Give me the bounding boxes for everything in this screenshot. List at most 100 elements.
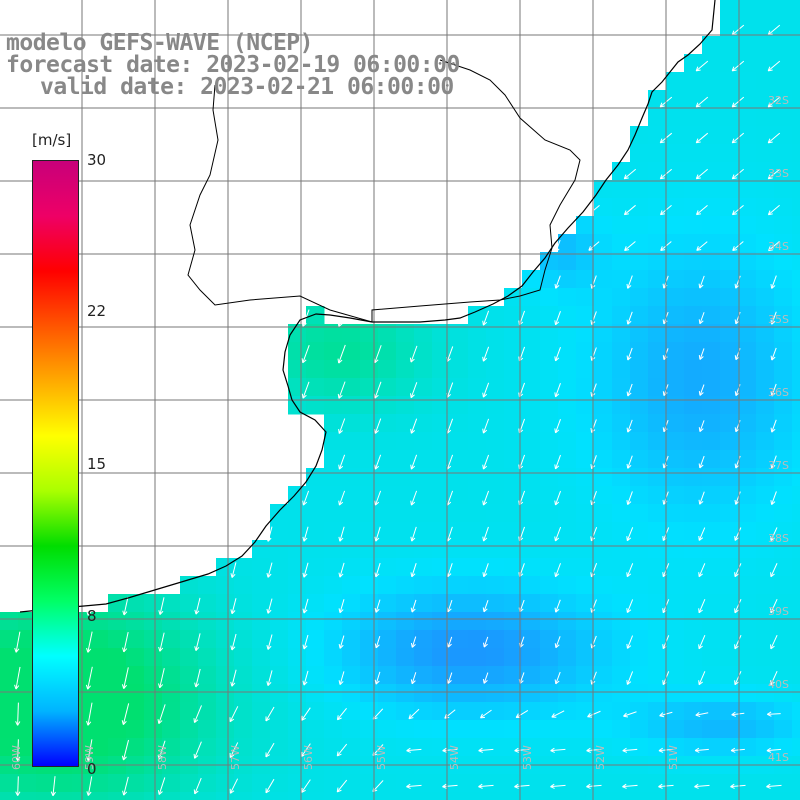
wind-cell	[540, 468, 559, 487]
wind-cell	[558, 648, 577, 667]
wind-cell	[414, 540, 433, 559]
wind-cell	[342, 540, 361, 559]
wind-cell	[378, 468, 397, 487]
wind-cell	[36, 774, 55, 793]
wind-cell	[432, 540, 451, 559]
wind-cell	[594, 774, 613, 793]
wind-cell	[666, 396, 685, 415]
wind-arrow	[698, 671, 706, 686]
wind-cell	[288, 558, 307, 577]
wind-arrow	[338, 599, 345, 614]
wind-cell	[666, 360, 685, 379]
wind-arrow	[442, 783, 458, 789]
wind-cell	[522, 630, 541, 649]
wind-arrow	[478, 747, 494, 753]
wind-cell	[378, 738, 397, 757]
wind-cell	[756, 558, 775, 577]
wind-arrow	[767, 60, 781, 72]
wind-cell	[756, 180, 775, 199]
wind-cell	[216, 666, 235, 685]
wind-cell	[450, 324, 469, 343]
wind-cell	[450, 738, 469, 757]
wind-cell	[792, 630, 800, 649]
wind-cell	[720, 594, 739, 613]
wind-cell	[90, 792, 109, 800]
wind-cell	[504, 342, 523, 361]
wind-cell	[432, 792, 451, 800]
wind-cell	[540, 378, 559, 397]
wind-arrow	[695, 711, 709, 718]
wind-cell	[738, 144, 757, 163]
lat-label: 37S	[768, 459, 789, 472]
wind-cell	[684, 216, 703, 235]
wind-cell	[342, 738, 361, 757]
wind-cell	[540, 450, 559, 469]
wind-cell	[324, 576, 343, 595]
wind-cell	[774, 648, 793, 667]
wind-cell	[648, 216, 667, 235]
wind-cell	[342, 396, 361, 415]
wind-cell	[702, 738, 721, 757]
wind-cell	[414, 414, 433, 433]
wind-cell	[666, 630, 685, 649]
wind-cell	[378, 432, 397, 451]
wind-cell	[666, 792, 685, 800]
wind-cell	[486, 630, 505, 649]
wind-cell	[756, 144, 775, 163]
wind-arrow	[734, 491, 741, 505]
wind-cell	[396, 396, 415, 415]
wind-cell	[648, 396, 667, 415]
wind-cell	[576, 792, 595, 800]
wind-cell	[306, 720, 325, 739]
wind-cell	[612, 594, 631, 613]
wind-cell	[522, 378, 541, 397]
wind-cell	[720, 36, 739, 55]
wind-cell	[666, 378, 685, 397]
wind-cell	[486, 378, 505, 397]
wind-cell	[540, 414, 559, 433]
wind-arrow	[266, 598, 273, 614]
wind-cell	[360, 648, 379, 667]
wind-arrow	[374, 635, 381, 649]
wind-arrow	[86, 776, 93, 796]
wind-cell	[738, 774, 757, 793]
wind-cell	[450, 612, 469, 631]
wind-cell	[612, 522, 631, 541]
wind-cell	[738, 288, 757, 307]
wind-cell	[198, 702, 217, 721]
wind-cell	[90, 720, 109, 739]
wind-cell	[756, 36, 775, 55]
wind-cell	[576, 432, 595, 451]
wind-cell	[792, 306, 800, 325]
wind-cell	[792, 324, 800, 343]
wind-cell	[216, 558, 235, 577]
wind-cell	[792, 198, 800, 217]
wind-cell	[774, 684, 793, 703]
wind-cell	[702, 702, 721, 721]
wind-cell	[702, 396, 721, 415]
wind-cell	[558, 792, 577, 800]
wind-cell	[576, 738, 595, 757]
wind-cell	[450, 558, 469, 577]
wind-cell	[702, 378, 721, 397]
wind-cell	[288, 342, 307, 361]
wind-arrow	[482, 454, 490, 470]
wind-arrow	[554, 671, 561, 685]
wind-cell	[126, 630, 145, 649]
wind-cell	[738, 792, 757, 800]
wind-cell	[738, 18, 757, 37]
wind-cell	[126, 612, 145, 631]
wind-cell	[342, 558, 361, 577]
wind-cell	[648, 306, 667, 325]
wind-cell	[738, 540, 757, 559]
wind-cell	[720, 648, 739, 667]
wind-cell	[594, 522, 613, 541]
wind-arrow	[230, 562, 237, 578]
wind-arrow	[410, 599, 417, 613]
wind-cell	[432, 360, 451, 379]
wind-cell	[162, 666, 181, 685]
coastline	[19, 0, 716, 613]
wind-cell	[630, 270, 649, 289]
wind-cell	[342, 720, 361, 739]
